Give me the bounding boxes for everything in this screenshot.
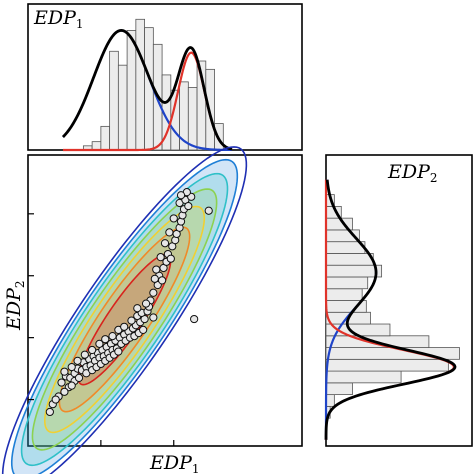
right-hist-bar [325,276,369,290]
top-marginal-panel: EDP1 [27,3,303,152]
top-hist-bar [126,30,137,151]
scatter-point [73,356,82,365]
top-hist-bar [109,50,119,151]
right-mixture-curve [324,179,457,440]
scatter-point [57,378,66,387]
top-hist-bar [117,64,128,151]
joint-panel: EDP1 EDP2 [1,146,303,474]
top-hist-bar [135,18,145,151]
right-hist-bar [325,253,374,266]
right-hist-bar [325,382,353,396]
scatter-point [169,214,178,223]
scatter-point [190,314,199,324]
joint-axis-ticks [28,213,175,446]
scatter-point [101,335,110,344]
density-contour-line [10,158,239,474]
scatter-point [60,367,69,376]
top-hist-bar [100,125,111,151]
right-density-curves [324,179,457,440]
scatter-point [150,274,159,283]
scatter-point [160,239,170,248]
scatter-point [108,332,117,341]
right-marginal-panel: EDP2 [324,154,473,447]
top-hist-bar [91,141,102,151]
scatter-point [157,276,167,285]
top-density-curves [61,29,233,152]
density-contour-line [1,146,248,474]
scatter-point [60,387,69,396]
scatter-point [45,407,54,417]
right-hist-bar [325,288,363,301]
scatter-point [184,201,193,211]
scatter-point [166,254,175,263]
scatter-point [149,313,158,322]
scatter-point [149,288,158,297]
scatter-point [139,325,148,335]
scatter-point [133,304,142,313]
scatter-point [51,395,60,404]
right-hist-bar [325,264,383,278]
scatter-point [120,322,129,331]
right-hist-bar [325,358,449,372]
scatter-point [176,191,186,200]
scatter-point [114,347,123,356]
top-hist-bar [144,27,154,151]
x-axis-label: EDP1 [149,452,200,474]
scatter-point [141,299,151,308]
scatter-point [95,339,104,348]
top-mixture-curve [61,29,233,151]
right-hist-bar [325,394,335,407]
top-panel-label: EDP1 [33,7,84,31]
scatter-point [88,345,97,355]
scatter-point [74,373,84,382]
joint-scatter-points [45,188,213,417]
right-panel-label: EDP2 [387,161,438,185]
scatter-point [204,206,213,215]
scatter-point [127,316,136,325]
scatter-point [67,362,76,372]
right-hist-bar [325,370,402,384]
scatter-point [80,350,89,359]
scatter-point [152,265,161,274]
top-hist-bar [187,87,198,151]
y-axis-label: EDP2 [3,280,27,331]
scatter-point [165,228,174,237]
scatter-point [156,253,165,262]
scatter-point [67,381,76,390]
